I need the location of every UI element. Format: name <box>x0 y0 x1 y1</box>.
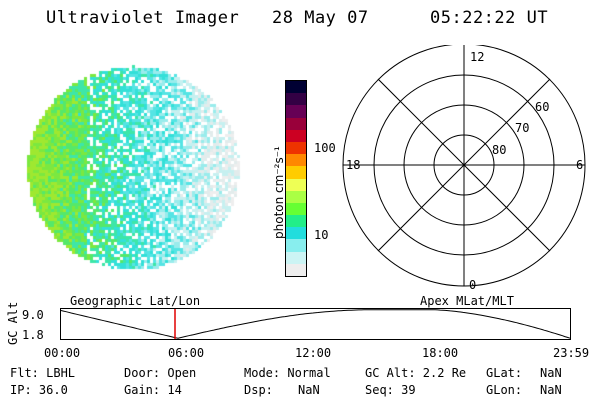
colorbar-tick-10: 10 <box>314 228 329 242</box>
timeline-x-tick-0000: 00:00 <box>44 346 81 360</box>
polar-grid: 12 18 6 0 60 70 80 <box>342 45 586 290</box>
timeline-y-axis-label: GC Alt <box>6 301 20 345</box>
observation-date: 28 May 07 <box>272 8 369 28</box>
mode-status: Mode: Normal <box>244 366 331 380</box>
timeline-plot <box>60 308 571 340</box>
mlat-label-60: 60 <box>535 100 549 114</box>
colorbar-swatch <box>286 178 306 191</box>
mlt-label-18: 18 <box>346 158 360 172</box>
mlt-label-0: 0 <box>469 278 476 290</box>
gain-value: Gain: 14 <box>124 383 182 397</box>
colorbar-swatch <box>286 129 306 142</box>
colorbar-swatch <box>286 93 306 106</box>
timeline-x-tick-1200: 12:00 <box>295 346 332 360</box>
colorbar-tick-100: 100 <box>314 141 336 155</box>
altitude-curve <box>60 309 571 339</box>
colorbar-swatch <box>286 166 306 179</box>
timeline-x-tick-2359: 23:59 <box>553 346 590 360</box>
glon-label: GLon: <box>486 383 523 397</box>
colorbar-swatch <box>286 190 306 203</box>
colorbar-swatch <box>286 105 306 118</box>
colorbar <box>285 80 307 277</box>
colorbar-swatch <box>286 81 306 94</box>
timeline-right-title: Apex MLat/MLT <box>420 294 514 308</box>
colorbar-swatch <box>286 263 306 276</box>
dsp-label: Dsp: <box>244 383 273 397</box>
glat-value: NaN <box>540 366 562 380</box>
colorbar-unit-label: photon cm⁻²s⁻¹ <box>272 146 286 239</box>
ip-value: IP: 36.0 <box>10 383 68 397</box>
colorbar-swatch <box>286 215 306 228</box>
dsp-value: NaN <box>298 383 320 397</box>
colorbar-swatch <box>286 117 306 130</box>
mlat-label-80: 80 <box>492 143 506 157</box>
timeline-frame <box>60 308 571 340</box>
instrument-title: Ultraviolet Imager <box>46 8 240 28</box>
timeline-x-tick-1800: 18:00 <box>422 346 459 360</box>
colorbar-swatch <box>286 239 306 252</box>
observation-time: 05:22:22 UT <box>430 8 549 28</box>
colorbar-swatch <box>286 154 306 167</box>
flt-filter: Flt: LBHL <box>10 366 76 380</box>
glon-value: NaN <box>540 383 562 397</box>
timeline-x-tick-0600: 06:00 <box>168 346 205 360</box>
sequence-number: Seq: 39 <box>365 383 416 397</box>
glat-label: GLat: <box>486 366 523 380</box>
auroral-image <box>24 62 244 272</box>
colorbar-swatch <box>286 202 306 216</box>
mlt-label-12: 12 <box>470 50 484 64</box>
timeline-left-title: Geographic Lat/Lon <box>70 294 201 308</box>
timeline-y-tick-high: 9.0 <box>22 308 44 322</box>
colorbar-swatch <box>286 141 306 155</box>
polar-diagonal-2 <box>377 78 551 252</box>
colorbar-swatch <box>286 251 306 264</box>
timeline-y-tick-low: 1.8 <box>22 328 44 342</box>
door-status: Door: Open <box>124 366 197 380</box>
colorbar-swatch <box>286 227 306 240</box>
gc-altitude: GC Alt: 2.2 Re <box>365 366 467 380</box>
mlat-label-70: 70 <box>515 121 529 135</box>
mlt-label-6: 6 <box>576 158 583 172</box>
